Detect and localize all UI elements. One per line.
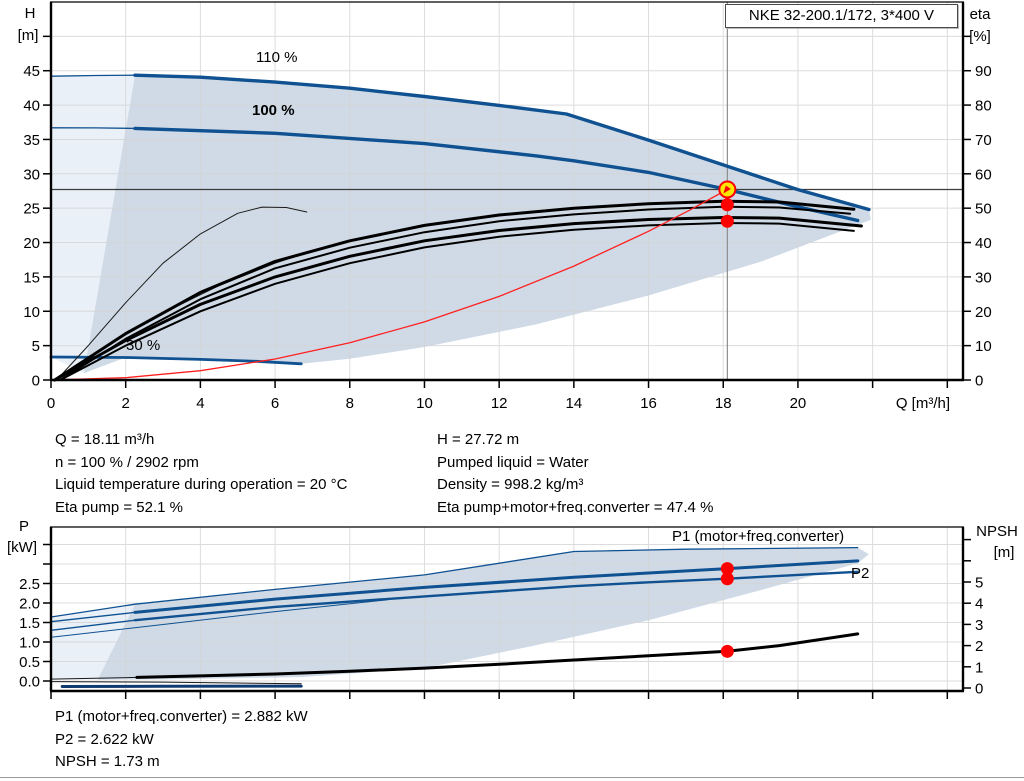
npsh-point: [720, 644, 734, 658]
p2-curve: [133, 570, 859, 622]
y-left-tick-label: 5: [32, 338, 40, 355]
y-right-tick-label: 4: [975, 596, 983, 613]
y-left-tick-label: 1.5: [19, 615, 40, 632]
eta-pump-point: [720, 198, 734, 212]
y-right-axis-title-1: NPSH: [976, 523, 1018, 540]
info-line: H = 27.72 m: [437, 431, 520, 448]
x-axis-title: Q [m³/h]: [896, 395, 950, 412]
power-npsh-chart: 0.0 0.5 1.0 1.5 2.0 2.5 0 1 2 3 4 5 P [kW] NPSH [m] P1 (…: [7, 518, 1018, 699]
p1-lead: [50, 611, 136, 623]
label-100pct: 100 %: [252, 102, 295, 119]
y-right-tick-label: 40: [975, 235, 992, 252]
p-min-lead: [50, 599, 388, 638]
x-tick-label: 16: [640, 395, 657, 412]
y-right-tick-label: 0: [975, 373, 983, 390]
duty-info-right: H = 27.72 m Pumped liquid = Water Density …: [437, 429, 713, 519]
y-left-axis-title-2: [m]: [18, 27, 39, 44]
y-left-tick-label: 15: [23, 269, 40, 286]
eta-arc-thin: [56, 206, 308, 381]
info-line: Q = 18.11 m³/h: [55, 431, 155, 448]
info-line: P2 = 2.622 kW: [55, 730, 154, 748]
x-tick-label: 18: [715, 395, 732, 412]
y-left-axis-title-1: P: [19, 518, 29, 535]
y-right-tick-label: 0: [975, 681, 983, 698]
y-left-tick-label: 20: [23, 235, 40, 252]
y-left-tick-label: 25: [23, 201, 40, 218]
x-tick-label: 4: [196, 395, 204, 412]
speed-envelope-light: [51, 75, 135, 374]
y-right-axis-title-2: [m]: [994, 544, 1015, 561]
label-p2: P2: [851, 565, 869, 582]
info-line: n = 100 % / 2902 rpm: [55, 453, 199, 471]
y-right-tick-label: 30: [975, 269, 992, 286]
y-right-tick-label: 50: [975, 201, 992, 218]
x-tick-label: 12: [491, 395, 508, 412]
y-left-tick-label: 10: [23, 304, 40, 321]
qh-chart: 0 2 4 6 8 10 12 14 16 18 20 0 5 10 15 20 25 30 35 40 45 0 10 20…: [18, 1, 992, 412]
y-left-tick-label: 45: [23, 63, 40, 80]
pump-model-title: NKE 32-200.1/172, 3*400 V: [725, 4, 958, 28]
p1-point: [720, 562, 734, 576]
y-left-tick-label: 40: [23, 98, 40, 115]
y-right-tick-label: 60: [975, 166, 992, 183]
label-110pct: 110 %: [256, 49, 297, 66]
curve-110pct-lead: [50, 74, 136, 77]
y-left-tick-label: 30: [23, 166, 40, 183]
x-tick-label: 0: [47, 395, 55, 412]
info-line: NPSH = 1.73 m: [55, 753, 160, 770]
y-right-tick-label: 20: [975, 304, 992, 321]
x-tick-label: 8: [346, 395, 354, 412]
curve-100pct-lead: [50, 127, 136, 130]
y-right-tick-label: 10: [975, 338, 992, 355]
info-line: Density = 998.2 kg/m³: [437, 476, 584, 493]
npsh-thin: [50, 681, 302, 685]
y-right-axis-title-2: [%]: [969, 28, 991, 45]
bottom-divider: [0, 777, 1024, 778]
y-left-tick-label: 0.5: [19, 654, 40, 671]
y-right-tick-label: 1: [975, 659, 983, 676]
y-right-axis-title-1: eta: [970, 6, 992, 23]
y-right-tick-label: 70: [975, 132, 992, 149]
x-tick-label: 6: [271, 395, 279, 412]
info-line: Eta pump = 52.1 %: [55, 498, 183, 516]
npsh-curve: [135, 632, 860, 679]
label-30pct: 30 %: [126, 337, 160, 354]
eta-total-point: [720, 214, 734, 228]
p2-lead: [50, 619, 136, 631]
label-p1: P1 (motor+freq.converter): [672, 528, 844, 545]
y-left-tick-label: 0: [32, 373, 40, 390]
y-left-tick-label: 1.0: [19, 635, 40, 652]
p1-envelope-top: [50, 546, 859, 618]
duty-point-arrow-icon: [723, 185, 731, 194]
p1-curve: [133, 559, 860, 614]
x-tick-label: 2: [122, 395, 130, 412]
x-tick-label: 20: [790, 395, 807, 412]
y-right-tick-label: 5: [975, 575, 983, 592]
y-left-tick-label: 2.5: [19, 576, 40, 593]
system-curve: [50, 188, 728, 381]
y-right-tick-label: 3: [975, 617, 983, 634]
y-left-tick-label: 0.0: [19, 674, 40, 691]
info-line: Liquid temperature during operation = 20…: [55, 476, 348, 493]
info-line: Eta pump+motor+freq.converter = 47.4 %: [437, 498, 714, 516]
y-right-tick-label: 90: [975, 63, 992, 80]
y-left-tick-label: 35: [23, 132, 40, 149]
info-line: P1 (motor+freq.converter) = 2.882 kW: [55, 708, 308, 725]
curve-30pct: [49, 355, 303, 366]
x-tick-label: 14: [566, 395, 583, 412]
y-right-tick-label: 2: [975, 638, 983, 655]
curve-110pct: [133, 73, 871, 212]
p2-point: [720, 572, 734, 586]
y-left-axis-title-1: H: [25, 5, 36, 22]
y-right-tick-label: 80: [975, 98, 992, 115]
duty-info-left: Q = 18.11 m³/h n = 100 % / 2902 rpm Liquid…: [55, 429, 347, 519]
npsh-lead: [50, 676, 138, 680]
info-line: Pumped liquid = Water: [437, 453, 589, 471]
power-info: P1 (motor+freq.converter) = 2.882 kW P2 =…: [55, 706, 308, 774]
x-tick-label: 10: [416, 395, 433, 412]
y-left-tick-label: 2.0: [19, 596, 40, 613]
y-left-axis-title-2: [kW]: [7, 539, 37, 556]
